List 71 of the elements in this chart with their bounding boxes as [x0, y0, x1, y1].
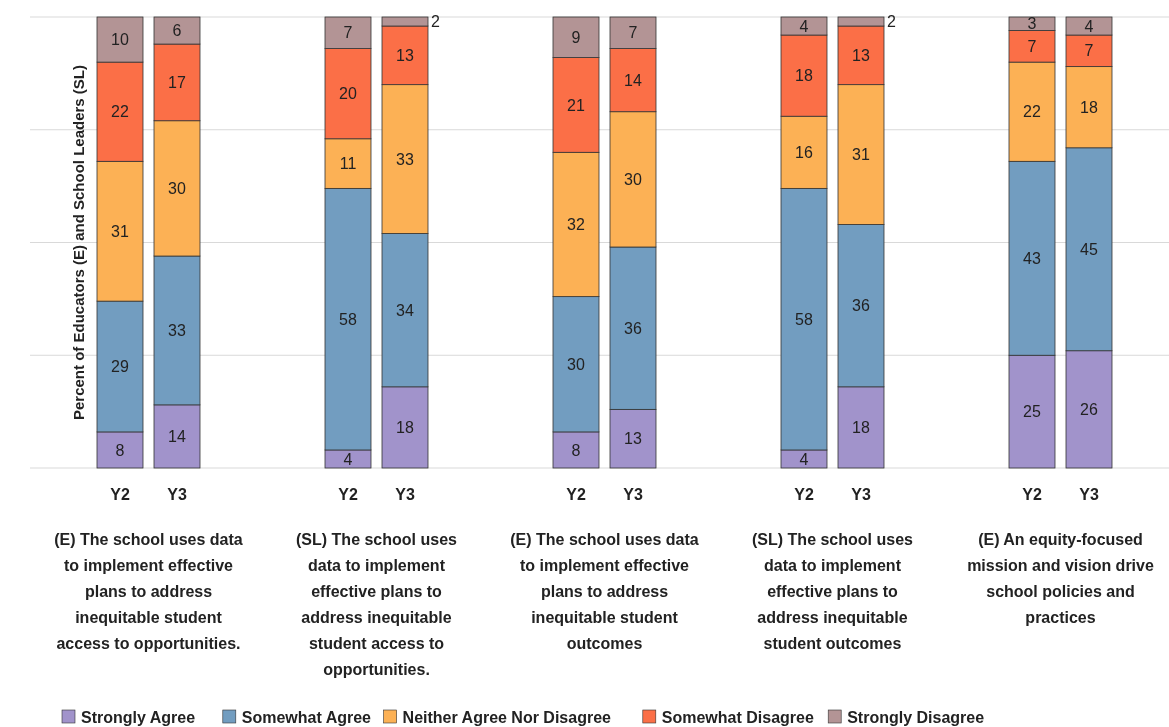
legend-label: Strongly Agree — [81, 708, 196, 726]
data-label: 4 — [799, 17, 809, 35]
data-label: 33 — [168, 322, 186, 340]
data-label: 11 — [339, 155, 357, 173]
data-label: 14 — [168, 428, 186, 446]
data-label: 7 — [343, 24, 353, 42]
data-label: 8 — [571, 441, 581, 459]
data-label: 8 — [115, 441, 125, 459]
x-tick-label: Y3 — [167, 486, 187, 503]
data-label: 31 — [111, 222, 129, 240]
data-label: 14 — [624, 71, 642, 89]
data-label: 36 — [852, 297, 870, 315]
x-tick-label: Y2 — [794, 486, 814, 503]
data-label: 58 — [339, 310, 357, 328]
data-label: 32 — [567, 216, 585, 234]
data-label: 20 — [339, 85, 357, 103]
data-label: 22 — [1023, 103, 1041, 121]
x-tick-label: Y2 — [338, 486, 358, 503]
legend-label: Somewhat Disagree — [661, 708, 814, 726]
data-label: 26 — [1080, 400, 1098, 418]
x-tick-label: Y3 — [395, 486, 415, 503]
data-label: 13 — [624, 430, 642, 448]
data-label: 18 — [1080, 98, 1098, 116]
data-label: 4 — [799, 450, 809, 468]
data-label: 2 — [887, 13, 896, 31]
data-label: 30 — [168, 179, 186, 197]
group-caption: (E) An equity-focused mission and vision drive school policies and practices — [967, 531, 1154, 626]
data-label: 25 — [1023, 403, 1041, 421]
data-label: 34 — [396, 301, 414, 319]
data-label: 22 — [111, 103, 129, 121]
data-label: 9 — [571, 28, 581, 46]
x-tick-label: Y2 — [1022, 486, 1042, 503]
data-label: 30 — [624, 170, 642, 188]
x-tick-label: Y3 — [851, 486, 871, 503]
data-label: 18 — [396, 419, 414, 437]
data-label: 7 — [1084, 42, 1094, 60]
legend-label: Strongly Disagree — [847, 708, 985, 726]
data-label: 7 — [1027, 37, 1037, 55]
x-tick-label: Y3 — [623, 486, 643, 503]
x-tick-label: Y3 — [1079, 486, 1099, 503]
data-label: 31 — [852, 146, 870, 164]
data-label: 21 — [567, 96, 585, 114]
data-label: 4 — [1084, 17, 1094, 35]
data-label: 10 — [111, 31, 129, 49]
data-label: 29 — [111, 358, 129, 376]
data-label: 45 — [1080, 240, 1098, 258]
group-caption: (SL) The school uses data to implement effective plans to address inequitable student outcomes — [752, 531, 913, 652]
data-label: 17 — [168, 73, 186, 91]
data-label: 30 — [567, 355, 585, 373]
data-label: 43 — [1023, 249, 1041, 267]
data-label: 7 — [628, 24, 638, 42]
data-label: 33 — [396, 150, 414, 168]
data-label: 13 — [396, 46, 414, 64]
data-label: 3 — [1027, 15, 1037, 33]
data-label: 16 — [795, 143, 813, 161]
legend-label: Somewhat Agree — [241, 708, 372, 726]
data-label: 58 — [795, 310, 813, 328]
data-label: 36 — [624, 319, 642, 337]
group-caption: (E) The school uses data to implement effective plans to address inequitable student access to opportunities. — [54, 531, 243, 652]
group-caption: (E) The school uses data to implement effective plans to address inequitable student outcomes — [510, 531, 699, 652]
x-tick-label: Y2 — [566, 486, 586, 503]
data-label: 6 — [172, 22, 182, 40]
data-label: 4 — [343, 450, 353, 468]
x-tick-label: Y2 — [110, 486, 130, 503]
data-label: 13 — [852, 46, 870, 64]
y-axis-title: Percent of Educators (E) and School Leaders (SL) — [69, 64, 87, 421]
data-label: 2 — [431, 13, 440, 31]
group-caption: (SL) The school uses data to implement effective plans to address inequitable student access to opportunities. — [296, 531, 457, 678]
data-label: 18 — [795, 67, 813, 85]
data-label: 18 — [852, 419, 870, 437]
legend-label: Neither Agree Nor Disagree — [402, 708, 612, 726]
